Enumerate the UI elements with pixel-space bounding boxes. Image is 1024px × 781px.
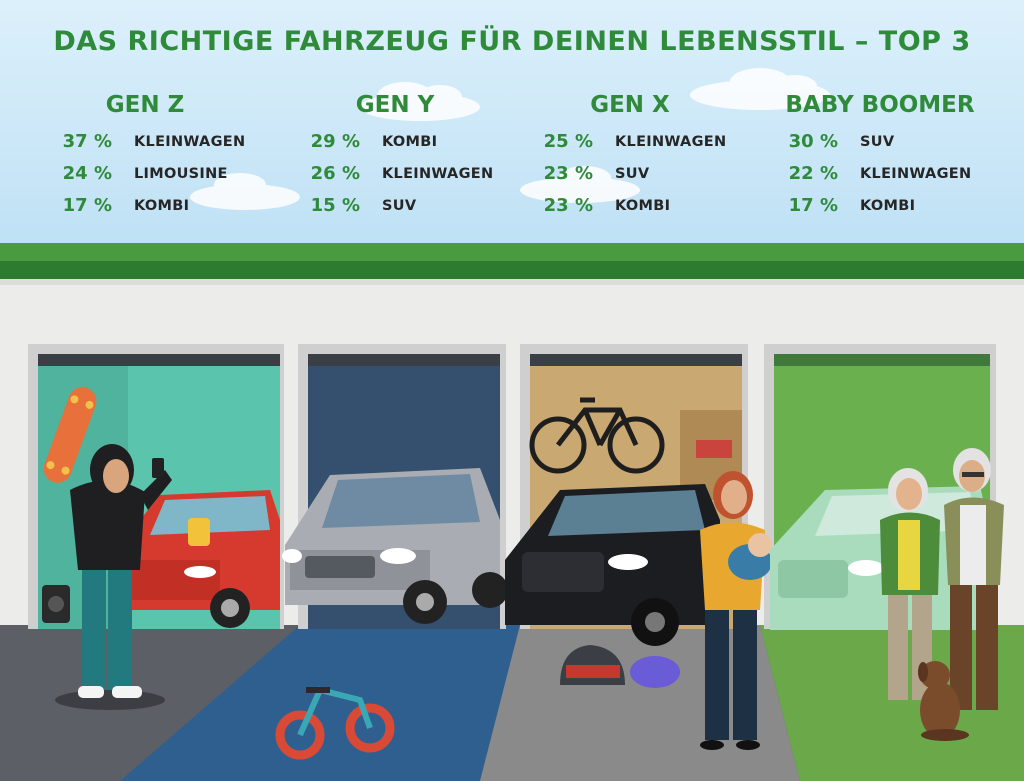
red-car — [120, 490, 280, 628]
percentage: 26 % — [310, 163, 360, 184]
percentage: 23 % — [543, 195, 593, 216]
driveway-gen-y — [120, 625, 520, 781]
vehicle-type: KLEINWAGEN — [615, 134, 727, 150]
page-title: DAS RICHTIGE FAHRZEUG FÜR DEINEN LEBENSS… — [53, 26, 971, 57]
vehicle-type: SUV — [382, 198, 417, 214]
vehicle-type: LIMOUSINE — [134, 166, 228, 182]
generation-gen-z: GEN Z — [60, 92, 240, 118]
silver-car — [282, 468, 508, 624]
elderly-woman — [880, 468, 940, 700]
percentage: 24 % — [62, 163, 112, 184]
percentage: 29 % — [310, 131, 360, 152]
roof-band — [0, 243, 1024, 261]
mother-person — [700, 471, 772, 750]
bicycle — [529, 397, 665, 474]
dog — [918, 661, 969, 741]
vehicle-type: KLEINWAGEN — [382, 166, 494, 182]
generation-name: GEN X — [590, 92, 670, 118]
vehicle-type: KOMBI — [382, 134, 438, 150]
percentage: 17 % — [788, 195, 838, 216]
clouds — [190, 68, 830, 210]
black-car — [505, 484, 720, 646]
percentage: 17 % — [62, 195, 112, 216]
generation-baby-boomer: BABY BOOMER — [780, 92, 980, 118]
sky-background — [0, 0, 1024, 245]
percentage: 30 % — [788, 131, 838, 152]
percentage: 37 % — [62, 131, 112, 152]
teen-person — [55, 444, 172, 710]
vehicle-type: SUV — [615, 166, 650, 182]
generation-gen-x: GEN X — [565, 92, 695, 118]
generation-name: BABY BOOMER — [785, 92, 975, 118]
generation-name: GEN Y — [355, 92, 435, 118]
generation-gen-y: GEN Y — [330, 92, 460, 118]
generation-name: GEN Z — [105, 92, 185, 118]
vehicle-type: SUV — [860, 134, 895, 150]
skateboard — [43, 387, 97, 483]
percentage: 23 % — [543, 163, 593, 184]
vehicle-type: KOMBI — [860, 198, 916, 214]
helmet — [630, 656, 680, 688]
percentage: 15 % — [310, 195, 360, 216]
percentage: 25 % — [543, 131, 593, 152]
vehicle-type: KOMBI — [134, 198, 190, 214]
percentage: 22 % — [788, 163, 838, 184]
vehicle-type: KLEINWAGEN — [134, 134, 246, 150]
vehicle-type: KOMBI — [615, 198, 671, 214]
elderly-man — [944, 448, 1004, 710]
vehicle-type: KLEINWAGEN — [860, 166, 972, 182]
balance-bike — [275, 686, 395, 760]
